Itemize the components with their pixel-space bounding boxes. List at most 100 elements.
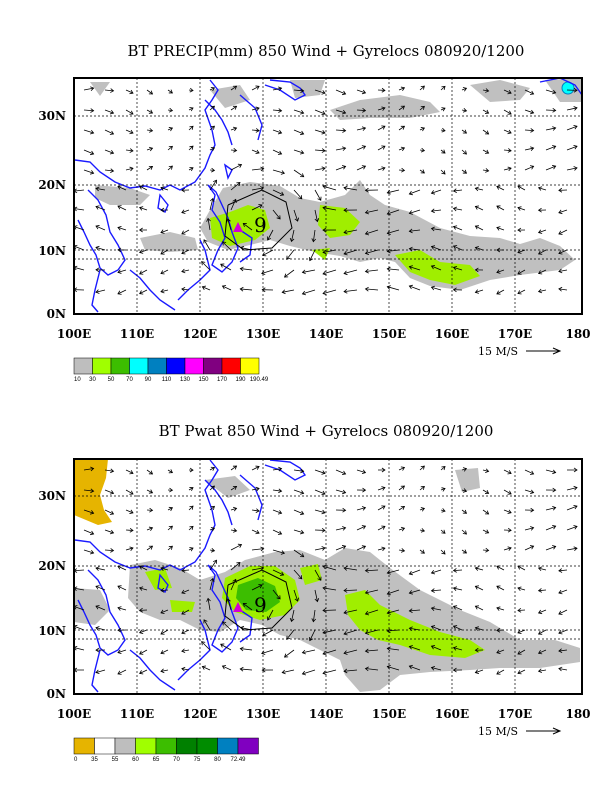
wind-arrowhead [361, 469, 367, 475]
legend-label: 190 [235, 377, 246, 383]
wind-arrow [209, 125, 215, 131]
wind-arrowhead [507, 166, 512, 172]
wind-arrowhead [420, 486, 425, 491]
wind-arrowhead [343, 566, 348, 571]
wind-arrow [344, 567, 358, 571]
wind-arrowhead [221, 285, 227, 290]
x-tick-label: 110E [120, 707, 154, 721]
wind-arrowhead [181, 666, 186, 672]
precip-shade-area [210, 85, 250, 108]
wind-arrow [538, 629, 547, 635]
wind-arrow [558, 569, 568, 572]
y-tick-label: 0N [47, 307, 66, 321]
wind-arrow [356, 507, 366, 511]
wind-arrowhead [210, 146, 216, 152]
wind-arrowhead [261, 287, 266, 293]
wind-arrowhead [530, 526, 535, 531]
wind-arrow [440, 107, 446, 111]
wind-arrowhead [255, 106, 260, 112]
wind-arrow [302, 289, 316, 295]
wind-arrowhead [90, 129, 95, 135]
wind-arrowhead [408, 626, 413, 632]
legend-swatch [166, 357, 186, 375]
wind-arrowhead [311, 618, 317, 623]
wind-arrow [524, 489, 534, 494]
wind-arrow [524, 129, 534, 132]
wind-arrowhead [300, 510, 305, 516]
wind-arrowhead [573, 106, 578, 111]
wind-arrowhead [322, 249, 327, 255]
wind-arrow [314, 129, 326, 134]
wind-arrow [453, 647, 463, 651]
storm-gyre-outline [224, 189, 293, 251]
wind-arrow [73, 208, 85, 211]
wind-arrowhead [381, 106, 386, 111]
wind-arrowhead [201, 641, 206, 646]
wind-arrowhead [90, 108, 95, 113]
wind-arrow [230, 105, 237, 111]
wind-arrowhead [530, 507, 535, 513]
wind-arrow [517, 185, 526, 191]
wind-arrowhead [485, 468, 490, 473]
wind-arrowhead [255, 128, 260, 133]
wind-arrow [566, 167, 578, 171]
x-tick-label: 150E [372, 707, 406, 721]
wind-arrowhead [209, 577, 215, 583]
wind-arrow [139, 207, 148, 211]
wind-arrowhead [343, 250, 348, 256]
wind-arrow [377, 525, 386, 531]
wind-arrow [461, 87, 467, 91]
wind-arrow [461, 529, 467, 535]
wind-arrow [356, 165, 366, 171]
wind-arrow [117, 669, 127, 675]
wind-arrow [453, 226, 463, 231]
wind-arrow [314, 167, 326, 171]
wind-arrow [167, 469, 173, 473]
wind-arrowhead [386, 266, 391, 272]
wind-arrow [538, 289, 547, 292]
wind-arrowhead [474, 205, 480, 210]
wind-arrow [387, 268, 400, 271]
wind-arrowhead [441, 107, 446, 112]
wind-arrowhead [226, 218, 231, 223]
wind-arrow [387, 609, 400, 614]
wind-arrowhead [430, 190, 436, 195]
wind-arrowhead [129, 546, 134, 551]
wind-arrow [139, 669, 148, 674]
wind-arrowhead [452, 245, 458, 250]
wind-arrow [496, 227, 505, 231]
wind-arrow [104, 489, 114, 494]
wind-arrowhead [462, 467, 468, 472]
wind-arrow [419, 169, 425, 174]
wind-arrow [503, 89, 512, 94]
wind-arrow [322, 207, 337, 211]
wind-arrowhead [181, 250, 186, 255]
wind-arrowhead [160, 270, 165, 275]
wind-arrow [202, 666, 211, 671]
wind-arrow [461, 149, 467, 155]
wind-arrowhead [95, 585, 100, 590]
wind-arrow [343, 649, 358, 654]
pwat-shade-area [74, 459, 112, 525]
wind-arrowhead [301, 649, 306, 655]
wind-arrowhead [552, 108, 557, 113]
wind-arrow [188, 487, 194, 491]
wind-arrow [475, 567, 484, 571]
wind-arrowhead [261, 667, 266, 673]
wind-arrowhead [117, 606, 122, 611]
wind-arrowhead [517, 670, 522, 675]
wind-arrow [365, 589, 379, 594]
wind-arrow [558, 609, 568, 615]
wind-arrow [104, 149, 114, 154]
wind-arrowhead [189, 125, 194, 130]
wind-arrowhead [117, 185, 122, 190]
pwat-y-axis: 30N 20N 10N 0N [38, 489, 66, 701]
wind-arrow [365, 668, 379, 671]
wind-arrow [207, 598, 211, 611]
wind-arrowhead [201, 285, 206, 290]
wind-arrow [475, 605, 484, 611]
wind-arrowhead [181, 648, 186, 654]
wind-arrow [117, 649, 127, 654]
wind-arrow [125, 89, 134, 94]
wind-arrowhead [239, 646, 244, 652]
